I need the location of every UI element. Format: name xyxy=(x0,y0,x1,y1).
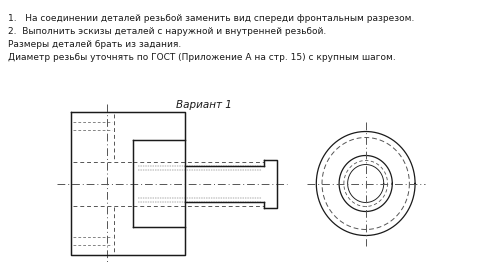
Text: Диаметр резьбы уточнять по ГОСТ (Приложение А на стр. 15) с крупным шагом.: Диаметр резьбы уточнять по ГОСТ (Приложе… xyxy=(8,53,396,62)
Text: 1.   На соединении деталей резьбой заменить вид спереди фронтальным разрезом.: 1. На соединении деталей резьбой заменит… xyxy=(8,14,414,23)
Text: 2.  Выполнить эскизы деталей с наружной и внутренней резьбой.: 2. Выполнить эскизы деталей с наружной и… xyxy=(8,27,326,36)
Text: Вариант 1: Вариант 1 xyxy=(176,100,232,110)
Text: Размеры деталей брать из задания.: Размеры деталей брать из задания. xyxy=(8,40,181,49)
